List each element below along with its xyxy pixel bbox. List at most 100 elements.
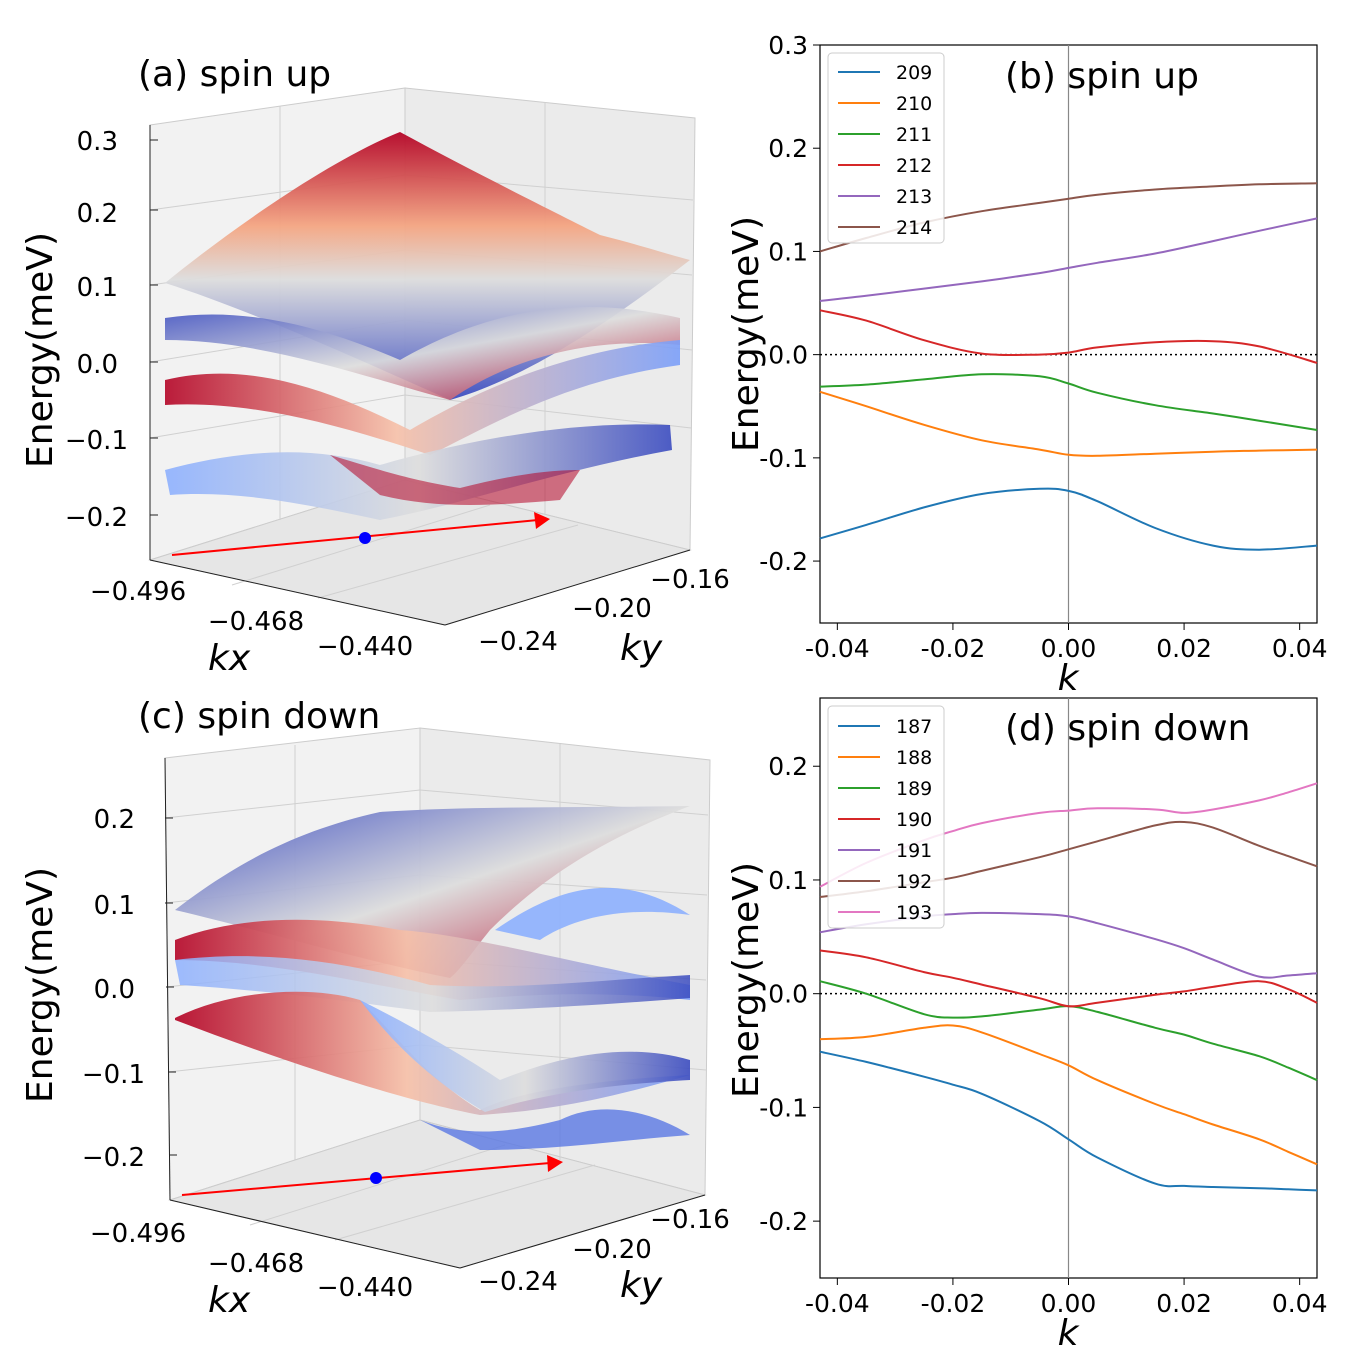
- x-tick-label: −0.468: [208, 1249, 304, 1279]
- series-line-210: [819, 390, 1318, 457]
- panel-c: 0.2 0.1 0.0 −0.1 −0.2 −0.496 −0.468 −0.4…: [20, 696, 730, 1321]
- surface-band-192: [495, 887, 690, 940]
- y-tick-label: 0.2: [768, 752, 808, 781]
- y-tick-label: −0.20: [572, 1235, 652, 1265]
- y-tick-label: −0.16: [650, 1205, 730, 1235]
- y-axis-label: Energy(meV): [726, 862, 767, 1098]
- legend-label-211: 211: [896, 124, 932, 146]
- panel-title: (b) spin up: [1005, 56, 1199, 97]
- y-axis-line: [444, 549, 691, 626]
- k-path-arrowhead: [547, 1155, 563, 1172]
- y-tick-label: 0.3: [768, 31, 808, 60]
- x-tick-label: 0.00: [1041, 1289, 1097, 1318]
- z-axis-label: Energy(meV): [20, 867, 61, 1103]
- z-tick-label: 0.1: [94, 891, 135, 921]
- series-line-189: [819, 980, 1318, 1082]
- z-tick-label: 0.1: [77, 273, 118, 303]
- y-tick-label: -0.1: [759, 1093, 808, 1122]
- legend-label-193: 193: [896, 902, 932, 924]
- y-tick-label: -0.2: [759, 1207, 808, 1236]
- y-tick-label: 0.1: [768, 866, 808, 895]
- x-tick-label: 0.02: [1156, 1289, 1212, 1318]
- legend-label-212: 212: [896, 155, 932, 177]
- x-axis-label: k: [1058, 658, 1081, 699]
- surface-band-190: [175, 956, 690, 1012]
- x-tick-label: −0.468: [208, 607, 304, 637]
- z-axis-line: [164, 757, 171, 1201]
- panel-title: (a) spin up: [138, 54, 331, 95]
- series-line-213: [819, 217, 1318, 302]
- x-axis-label: k: [1058, 1313, 1081, 1354]
- legend-label-209: 209: [896, 62, 932, 84]
- legend-label-190: 190: [896, 809, 932, 831]
- k-path-arrowhead: [534, 512, 550, 529]
- y-tick-label: 0.1: [768, 237, 808, 266]
- k-path-arrow: [171, 519, 539, 556]
- z-axis-label: Energy(meV): [20, 232, 61, 468]
- legend-label-213: 213: [896, 186, 932, 208]
- y-tick-label: −0.24: [478, 627, 558, 657]
- x-tick-label: 0.04: [1272, 634, 1328, 663]
- y-axis-label: ky: [620, 1265, 663, 1306]
- k-path-center-dot: [370, 1172, 382, 1184]
- legend-label-188: 188: [896, 747, 932, 769]
- series-line-209: [819, 487, 1318, 551]
- x-ticks: -0.04 -0.02 0.00 0.02 0.04: [805, 623, 1328, 663]
- legend-label-214: 214: [896, 217, 932, 239]
- series-line-187: [819, 1050, 1318, 1192]
- x-tick-label: 0.02: [1156, 634, 1212, 663]
- z-ticks: [150, 139, 158, 516]
- reference-lines: [820, 698, 1317, 1278]
- series-line-190: [819, 949, 1318, 1008]
- y-tick-label: -0.1: [759, 444, 808, 473]
- surface-band-213: [165, 307, 680, 400]
- reference-lines: [820, 45, 1317, 623]
- surface-band-191: [175, 919, 690, 1000]
- y-axis-line: [459, 1194, 706, 1269]
- k-path-arrow: [181, 1162, 551, 1196]
- series-line-212: [819, 309, 1318, 364]
- panel-d: (d) spin down Energy(meV) k 0.2 0.1 0.0 -0.…: [726, 697, 1328, 1354]
- y-tick-label: −0.20: [572, 594, 652, 624]
- y-ticks: 0.3 0.2 0.1 0.0 -0.1 -0.2: [759, 31, 820, 576]
- z-tick-label: −0.2: [65, 503, 128, 533]
- x-tick-label: -0.02: [921, 1289, 986, 1318]
- x-tick-label: −0.440: [317, 632, 413, 662]
- z-tick-label: 0.2: [77, 199, 118, 229]
- x-axis-line: [149, 559, 446, 626]
- y-tick-label: 0.0: [768, 980, 808, 1009]
- x-tick-label: 0.04: [1272, 1289, 1328, 1318]
- y-axis-label: Energy(meV): [726, 216, 767, 452]
- y-tick-label: −0.24: [478, 1267, 558, 1297]
- surface-band-210: [330, 455, 580, 505]
- series-line-188: [819, 1024, 1318, 1166]
- surface-band-211: [165, 424, 672, 520]
- y-axis-label: ky: [620, 628, 663, 669]
- series-lines: [819, 782, 1318, 1192]
- surface-band-187: [420, 1109, 690, 1150]
- z-tick-label: 0.0: [77, 350, 118, 380]
- y-tick-label: −0.16: [650, 565, 730, 595]
- legend-label-189: 189: [896, 778, 932, 800]
- x-tick-label: -0.04: [805, 634, 870, 663]
- z-tick-label: 0.0: [94, 975, 135, 1005]
- legend-label-192: 192: [896, 871, 932, 893]
- x-tick-label: -0.04: [805, 1289, 870, 1318]
- x-tick-label: −0.440: [317, 1273, 413, 1303]
- legend-label-210: 210: [896, 93, 932, 115]
- y-tick-label: -0.2: [759, 547, 808, 576]
- x-tick-label: −0.496: [90, 577, 186, 607]
- legend: 187 188 189 190 191 192 193: [827, 705, 945, 929]
- x-axis-label: kx: [208, 1280, 251, 1321]
- z-tick-label: −0.1: [82, 1060, 145, 1090]
- legend: 209 210 211 212 213 214: [827, 52, 945, 244]
- surface-band-212: [165, 340, 680, 455]
- legend-label-191: 191: [896, 840, 932, 862]
- k-path-center-dot: [359, 532, 371, 544]
- x-axis-label: kx: [208, 638, 251, 679]
- y-tick-label: 0.2: [768, 134, 808, 163]
- series-line-211: [819, 373, 1318, 431]
- panel-title: (d) spin down: [1005, 708, 1250, 749]
- legend-label-187: 187: [896, 716, 932, 738]
